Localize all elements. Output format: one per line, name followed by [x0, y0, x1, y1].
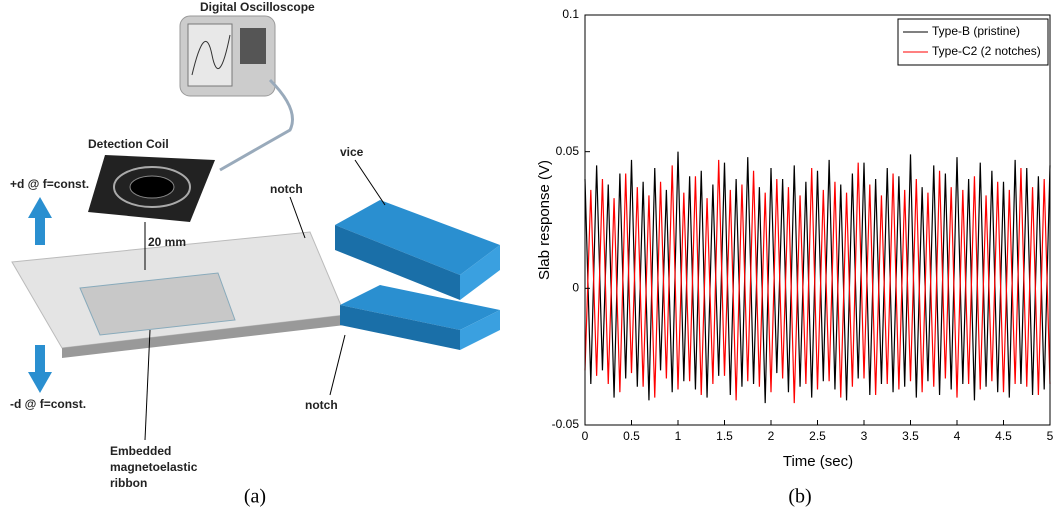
label: ribbon [110, 476, 147, 490]
y-axis-label: Slab response (V) [536, 160, 553, 280]
x-tick-label: 2.5 [809, 429, 826, 443]
label: Embedded [110, 444, 171, 458]
x-tick-label: 3 [861, 429, 868, 443]
y-tick-label: -0.05 [552, 417, 580, 431]
series-line [584, 151, 1051, 404]
y-tick-label: 0 [572, 281, 579, 295]
label: vice [340, 145, 364, 159]
caption: (b) [788, 486, 811, 508]
y-tick-label: 0.1 [562, 7, 579, 21]
label: notch [305, 398, 338, 412]
label: 20 mm [148, 235, 186, 249]
label: -d @ f=const. [10, 397, 86, 411]
x-tick-label: 1 [675, 429, 682, 443]
x-tick-label: 0 [582, 429, 589, 443]
plot-frame [584, 14, 1051, 426]
label: magnetoelastic [110, 460, 198, 474]
x-tick-label: 2 [768, 429, 775, 443]
legend-box [897, 18, 1049, 66]
label: notch [270, 182, 303, 196]
x-tick-label: 4.5 [995, 429, 1012, 443]
label: +d @ f=const. [10, 177, 89, 191]
series-line [584, 159, 1051, 404]
x-axis-label: Time (sec) [783, 453, 853, 470]
x-tick-label: 3.5 [902, 429, 919, 443]
x-tick-label: 0.5 [623, 429, 640, 443]
diagram-shapes [11, 15, 500, 441]
legend-label: Type-B (pristine) [932, 24, 1020, 38]
legend-label: Type-C2 (2 notches) [932, 44, 1041, 58]
x-tick-label: 1.5 [716, 429, 733, 443]
x-tick-label: 4 [954, 429, 961, 443]
plot [584, 151, 1051, 404]
x-tick-label: 5 [1047, 429, 1054, 443]
label: Digital Oscilloscope [200, 0, 315, 14]
y-tick-label: 0.05 [556, 144, 580, 158]
caption: (a) [244, 486, 266, 508]
label: Detection Coil [88, 137, 169, 151]
